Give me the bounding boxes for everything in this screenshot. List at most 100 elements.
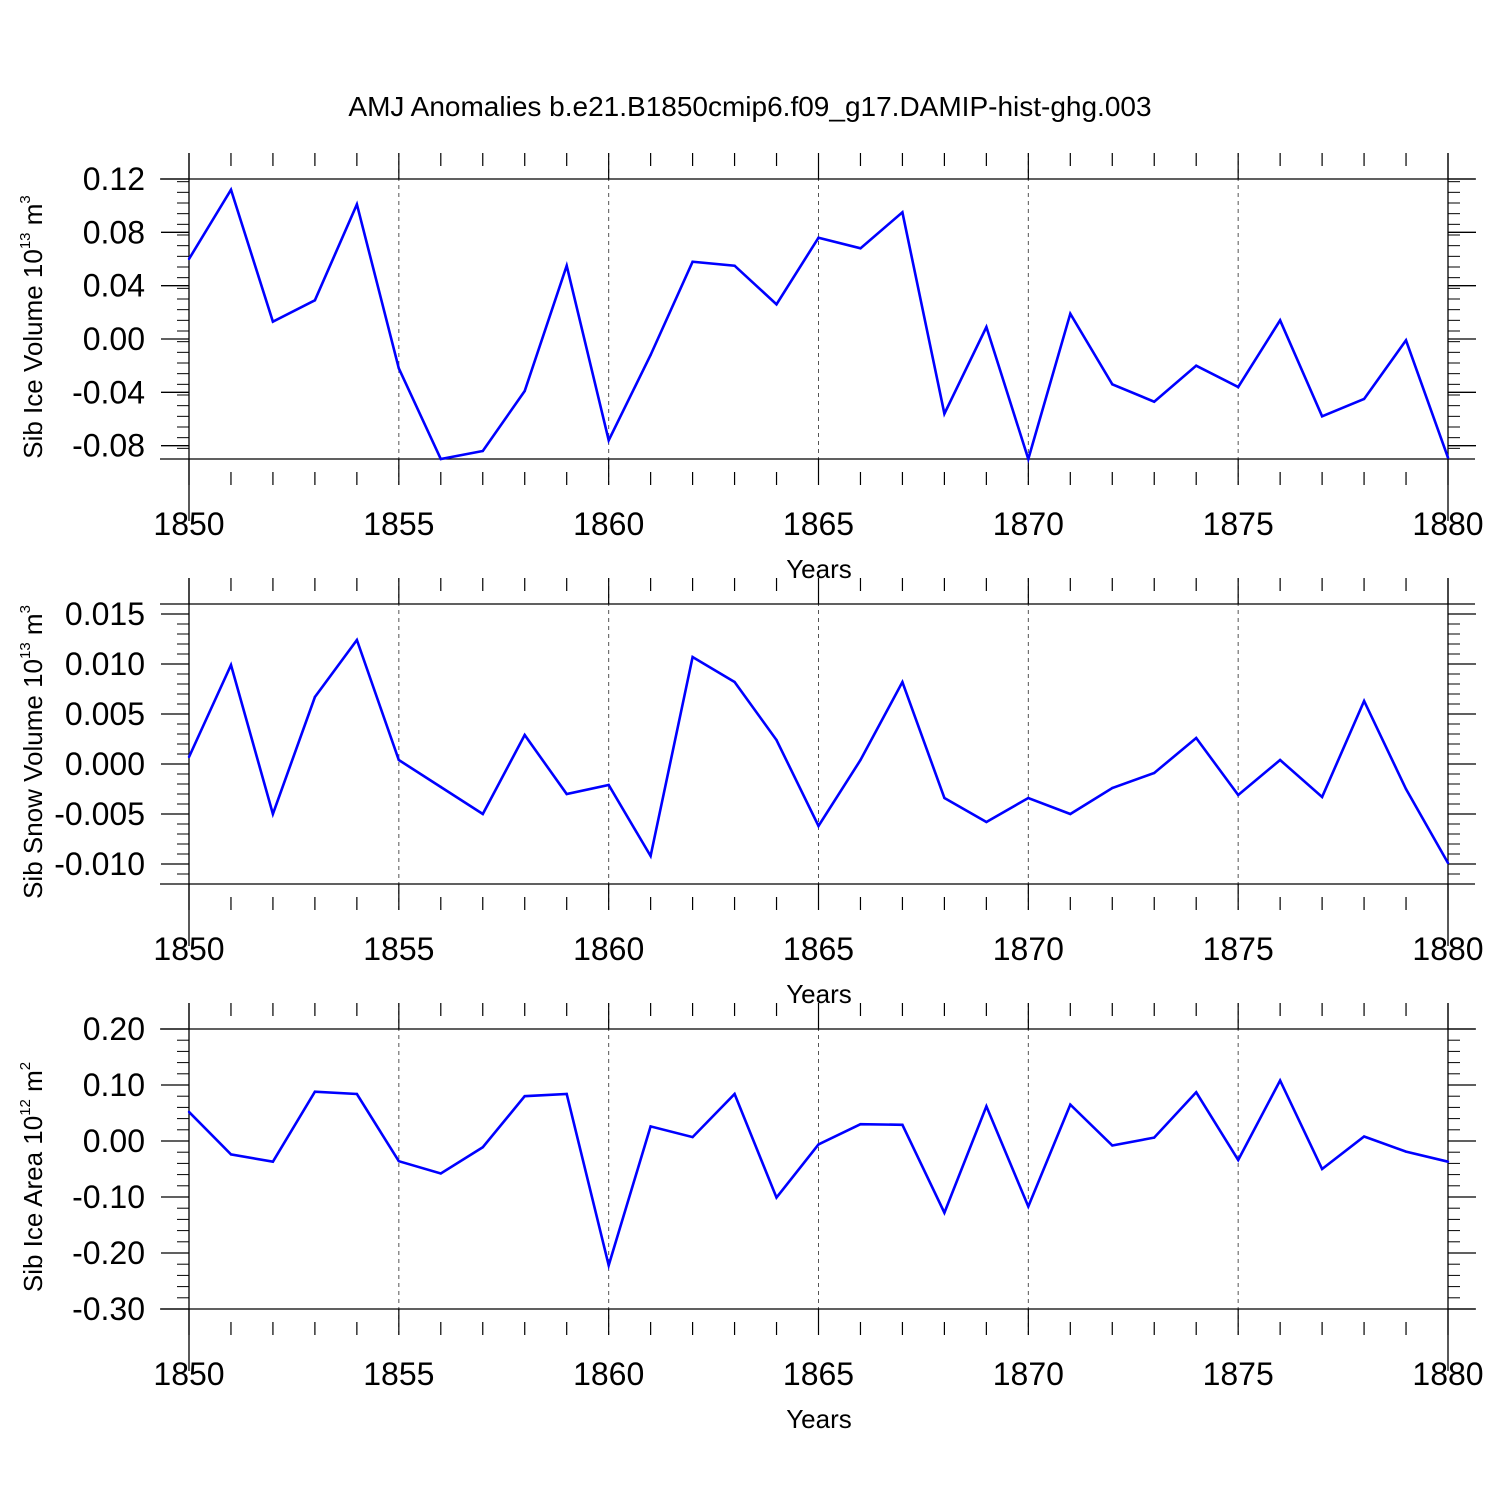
data-point	[817, 236, 820, 239]
data-point	[649, 854, 652, 858]
data-point	[1320, 1167, 1324, 1171]
data-point	[1320, 415, 1324, 418]
data-point	[187, 257, 191, 261]
x-tick-label: 1875	[1203, 1356, 1274, 1392]
y-tick-label: 0.010	[65, 646, 145, 682]
data-point	[439, 785, 442, 789]
data-point	[1153, 400, 1156, 403]
y-tick-label: -0.04	[72, 374, 145, 410]
y-tick-label: 0.12	[83, 161, 145, 197]
data-point	[523, 733, 526, 737]
data-point	[481, 449, 484, 453]
y-tick-label: 0.00	[83, 1123, 145, 1159]
data-point	[607, 439, 610, 442]
x-tick-label: 1880	[1412, 931, 1483, 967]
data-point	[523, 389, 526, 393]
data-point	[187, 1110, 191, 1114]
data-point	[1362, 699, 1366, 703]
data-point	[649, 1125, 652, 1128]
data-point	[691, 1135, 694, 1139]
y-tick-label: 0.10	[83, 1067, 145, 1103]
y-tick-label: 0.20	[83, 1011, 145, 1047]
panel-1: 0.12 0.08 0.04 0.00 -0.04 -0.08 1850 1855 1860 18…	[17, 153, 1484, 584]
y-tick-label: 0.04	[83, 268, 145, 304]
x-tick-label: 1865	[783, 506, 854, 542]
y-tick-label: -0.20	[72, 1235, 145, 1271]
x-tick-label: 1865	[783, 1356, 854, 1392]
data-point	[565, 264, 568, 267]
data-point	[1027, 1205, 1030, 1208]
data-point	[1069, 312, 1072, 315]
data-point	[1111, 786, 1114, 790]
data-point	[607, 1264, 610, 1267]
data-point	[733, 680, 736, 684]
data-point	[565, 1092, 568, 1096]
data-point	[775, 738, 778, 742]
x-tick-label: 1850	[153, 931, 224, 967]
data-point	[565, 792, 568, 796]
data-point	[271, 1160, 275, 1163]
data-point	[649, 353, 652, 357]
data-point	[1404, 1150, 1408, 1153]
data-point	[397, 367, 401, 370]
y-tick-label: -0.30	[72, 1291, 145, 1327]
data-point	[691, 655, 694, 659]
data-point	[271, 812, 275, 816]
data-point	[775, 1196, 778, 1199]
data-point	[1236, 385, 1240, 389]
y-tick-label: 0.005	[65, 696, 145, 732]
data-point	[187, 755, 191, 759]
y-tick-label: -0.010	[54, 846, 145, 882]
data-point	[1069, 1103, 1072, 1106]
x-tick-label: 1850	[153, 506, 224, 542]
data-point	[901, 211, 904, 214]
data-point	[859, 758, 862, 762]
data-point	[859, 1123, 862, 1126]
x-tick-label: 1880	[1412, 1356, 1483, 1392]
x-tick-label: 1855	[363, 931, 434, 967]
data-point	[1362, 1135, 1366, 1138]
data-point	[397, 758, 401, 762]
x-tick-label: 1870	[993, 506, 1064, 542]
y-tick-label: 0.08	[83, 214, 145, 250]
data-point	[1320, 795, 1324, 799]
data-point	[691, 260, 694, 263]
y-axis-title: Sib Ice Area 1012 m2	[17, 1062, 48, 1292]
data-point	[271, 320, 275, 323]
data-point	[1195, 364, 1198, 367]
data-point	[775, 303, 778, 306]
data-point	[943, 796, 946, 800]
data-point	[943, 412, 946, 415]
data-point	[439, 1172, 442, 1175]
data-point	[1278, 758, 1282, 762]
data-point	[901, 680, 904, 684]
x-tick-label: 1865	[783, 931, 854, 967]
data-point	[1153, 771, 1156, 775]
data-point	[985, 820, 988, 824]
data-point	[901, 1123, 904, 1126]
x-tick-label: 1880	[1412, 506, 1483, 542]
y-tick-label: -0.10	[72, 1179, 145, 1215]
data-point	[859, 247, 862, 250]
data-point	[313, 299, 317, 302]
data-point	[1069, 812, 1072, 816]
x-axis-title: Years	[786, 1404, 852, 1434]
data-point	[1111, 1144, 1114, 1147]
x-tick-label: 1870	[993, 1356, 1064, 1392]
x-tick-label: 1855	[363, 1356, 434, 1392]
data-point	[229, 663, 233, 667]
y-tick-label: 0.000	[65, 746, 145, 782]
data-point	[481, 812, 484, 816]
data-point	[1111, 383, 1114, 386]
data-point	[1027, 796, 1030, 800]
data-point	[1404, 787, 1408, 791]
data-point	[1362, 397, 1366, 401]
y-tick-label: -0.08	[72, 428, 145, 464]
data-point	[1278, 319, 1282, 322]
data-point	[1446, 456, 1450, 459]
data-point	[1236, 1158, 1240, 1162]
x-tick-label: 1855	[363, 506, 434, 542]
data-point	[229, 1153, 233, 1156]
